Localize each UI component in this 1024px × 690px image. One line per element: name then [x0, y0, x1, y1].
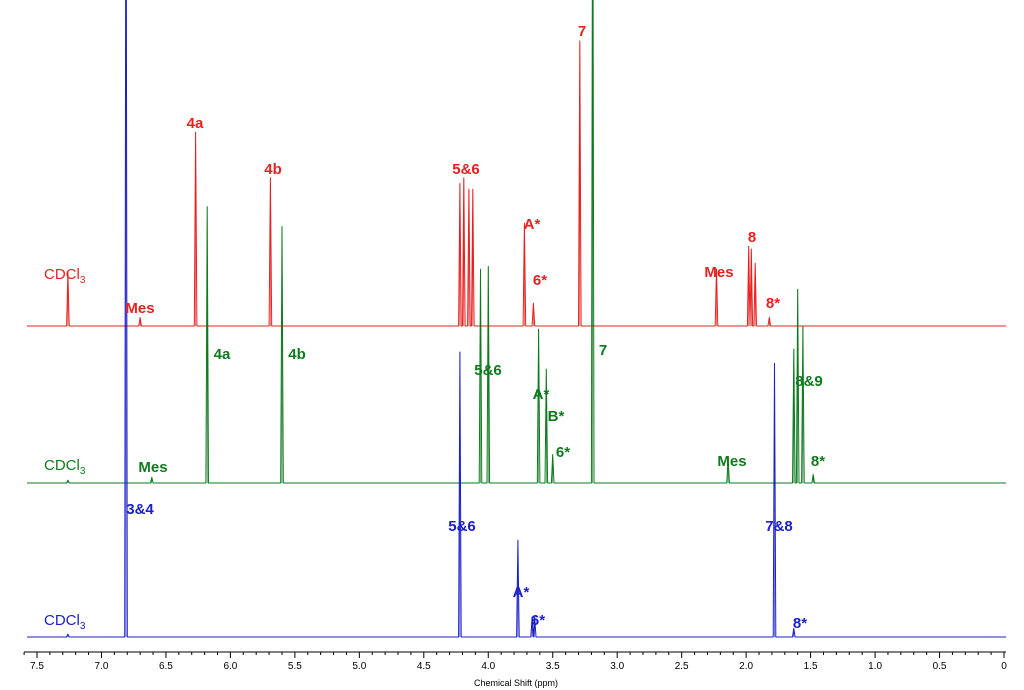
peak-label: A* — [513, 584, 530, 601]
peak-label: 6* — [533, 272, 547, 289]
x-tick-label: 5.0 — [352, 661, 366, 672]
x-axis-title: Chemical Shift (ppm) — [474, 678, 558, 688]
peak-label: Mes — [125, 300, 154, 317]
x-tick-label: 7.5 — [30, 661, 44, 672]
x-tick-label: 2.0 — [739, 661, 753, 672]
spectrum-trace-2 — [27, 0, 1006, 484]
spectrum-trace-1 — [27, 40, 1006, 327]
peak-label: 5&6 — [448, 518, 476, 535]
x-tick-label: 0 — [1001, 661, 1007, 672]
peak-label: 4a — [187, 115, 204, 132]
peak-label: A* — [524, 216, 541, 233]
peak-label: 5&6 — [452, 161, 480, 178]
solvent-label: CDCl3 — [44, 457, 86, 477]
peak-label: 7 — [578, 23, 586, 40]
x-tick-label: 4.0 — [481, 661, 495, 672]
peak-label: Mes — [704, 264, 733, 281]
x-tick-label: 3.5 — [546, 661, 560, 672]
x-tick-label: 1.0 — [868, 661, 882, 672]
peak-label: Mes — [138, 459, 167, 476]
peak-label: 3&4 — [126, 501, 154, 518]
x-tick-label: 2.5 — [675, 661, 689, 672]
x-tick-label: 1.5 — [804, 661, 818, 672]
peak-label: 4b — [288, 346, 306, 363]
x-tick-label: 0.5 — [933, 661, 947, 672]
spectra-layer — [27, 0, 1006, 638]
x-tick-label: 5.5 — [288, 661, 302, 672]
x-tick-label: 4.5 — [417, 661, 431, 672]
peak-label: 7&8 — [765, 518, 793, 535]
peak-label: Mes — [717, 453, 746, 470]
peak-label: 6* — [556, 444, 570, 461]
peak-label: 8* — [766, 295, 780, 312]
x-tick-label: 7.0 — [95, 661, 109, 672]
x-tick-label: 6.0 — [223, 661, 237, 672]
peak-label: A* — [533, 386, 550, 403]
peak-label: 6* — [531, 612, 545, 629]
peak-label: 7 — [599, 342, 607, 359]
peak-label: B* — [548, 408, 565, 425]
spectrum-trace-3 — [27, 0, 1006, 638]
peak-label: 8* — [793, 615, 807, 632]
x-axis: Chemical Shift (ppm) 7.5 7.0 6.5 6.0 5.5 5.0 4… — [23, 651, 1007, 688]
solvent-label: CDCl3 — [44, 612, 86, 632]
peak-label: 8* — [811, 453, 825, 470]
peak-label: 8 — [748, 229, 756, 246]
peak-label: 4a — [214, 346, 231, 363]
peak-label: 5&6 — [474, 362, 502, 379]
peak-label: 4b — [264, 161, 282, 178]
x-tick-label: 6.5 — [159, 661, 173, 672]
solvent-label: CDCl3 — [44, 266, 86, 286]
peak-label: 8&9 — [795, 373, 823, 390]
x-tick-label: 3.0 — [610, 661, 624, 672]
